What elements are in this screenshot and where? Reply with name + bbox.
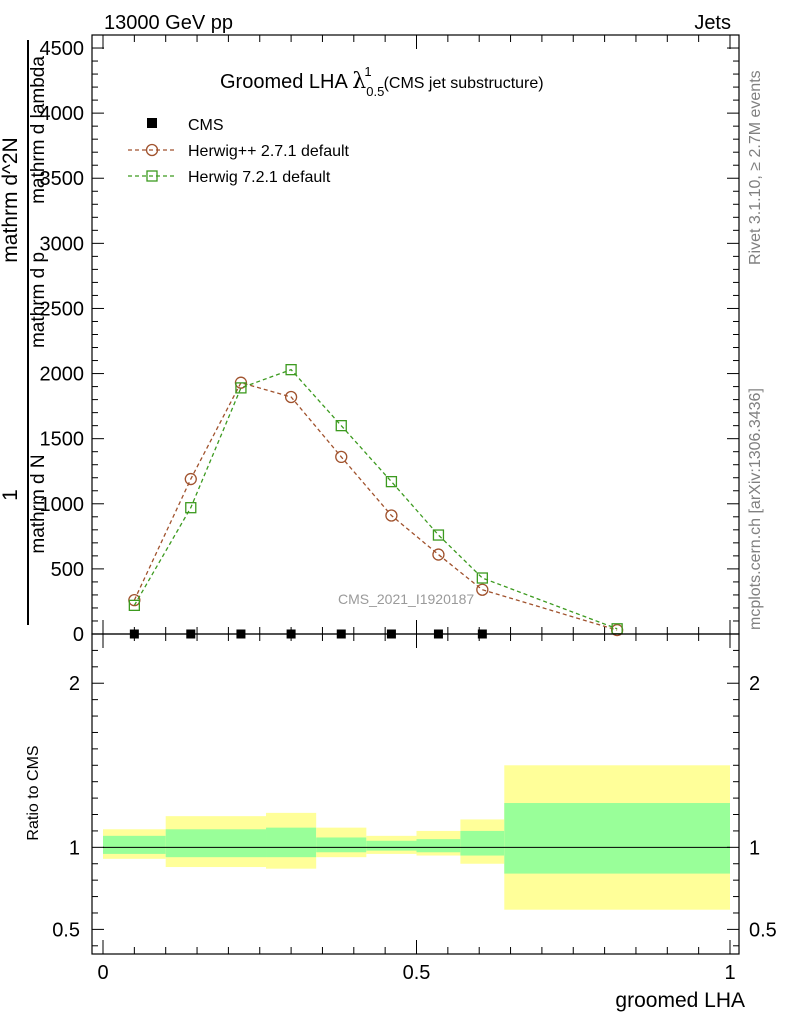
legend-label-herwigpp: Herwig++ 2.7.1 default — [188, 143, 350, 160]
data-point — [128, 599, 141, 612]
plot-title: Groomed LHA λ0.5 1 (CMS jet substructure) — [220, 64, 544, 99]
legend-label-cms: CMS — [188, 117, 224, 134]
main-ytick-label: 1500 — [40, 429, 85, 451]
ratio-ytick-label-right: 2 — [749, 673, 760, 695]
data-point — [432, 548, 445, 561]
rivet-version-label: Rivet 3.1.10, ≥ 2.7M events — [747, 70, 764, 265]
ratio-axis-ticks: 0.5 0.5 1 1 2 2 0 0.5 1 — [52, 634, 777, 984]
legend-entry-herwig7: Herwig 7.2.1 default — [128, 169, 331, 186]
series-herwig7 — [128, 364, 623, 635]
main-ytick-label: 2000 — [40, 364, 85, 386]
ratio-band-inner — [504, 803, 730, 874]
ratio-band-inner — [165, 829, 267, 858]
legend-entry-herwigpp: Herwig++ 2.7.1 default — [128, 143, 350, 160]
ylabel-d2n: mathrm d^2N — [0, 137, 22, 262]
header-category-label: Jets — [694, 12, 731, 34]
xtick-label: 1 — [724, 962, 735, 984]
ratio-ytick-label: 2 — [69, 673, 80, 695]
ratio-band-inner — [316, 837, 367, 853]
mcplots-label: mcplots.cern.ch [arXiv:1306.3436] — [747, 388, 764, 630]
xtick-label: 0 — [97, 962, 108, 984]
data-point — [335, 450, 348, 464]
ratio-band-inner — [103, 835, 166, 854]
legend-marker-cms — [147, 118, 157, 128]
main-ytick-label: 1000 — [40, 494, 85, 516]
main-ytick-label: 0 — [73, 624, 84, 646]
data-point — [432, 529, 445, 541]
title-superscript: 1 — [364, 64, 371, 79]
ratio-ytick-label: 0.5 — [52, 919, 80, 941]
ylabel-numerator-one: 1 — [0, 489, 22, 501]
ratio-band-inner — [416, 839, 461, 853]
ratio-plot-frame — [91, 633, 740, 955]
xtick-label: 0.5 — [403, 962, 431, 984]
legend-label-herwig7: Herwig 7.2.1 default — [188, 169, 331, 186]
ylabel-dp: mathrm d p — [28, 252, 49, 348]
main-ytick-label: 500 — [51, 559, 84, 581]
title-subscript: 0.5 — [366, 84, 384, 99]
series-line — [133, 368, 618, 630]
series-line — [133, 381, 618, 631]
ratio-bands-layer — [103, 765, 730, 910]
ratio-band-inner — [366, 840, 417, 851]
data-point — [476, 572, 488, 584]
data-point — [335, 420, 347, 432]
data-point — [385, 475, 398, 488]
title-lambda: λ — [352, 69, 366, 94]
x-axis-label: groomed LHA — [615, 989, 745, 1012]
ratio-ytick-label: 1 — [69, 837, 80, 859]
ratio-ytick-label-right: 0.5 — [749, 919, 777, 941]
main-y-axis-label: 1 mathrm d N mathrm d^2N mathrm d p math… — [0, 40, 49, 625]
ylabel-dn: mathrm d N — [28, 454, 49, 553]
data-point — [385, 509, 398, 522]
legend: CMS Herwig++ 2.7.1 default Herwig 7.2.1 … — [128, 117, 350, 186]
main-ytick-label: 4500 — [40, 38, 85, 60]
main-axis-ticks: 0 500 1000 1500 2000 2500 3000 3500 4000 4500 — [40, 34, 739, 646]
legend-marker-herwigpp — [145, 143, 159, 157]
data-point — [284, 390, 298, 404]
ratio-band-inner — [266, 827, 317, 858]
data-point — [235, 382, 247, 394]
legend-entry-cms: CMS — [147, 117, 224, 134]
main-ytick-label: 3500 — [40, 168, 85, 190]
ylabel-dlambda: mathrm d lambda — [28, 56, 49, 204]
analysis-watermark: CMS_2021_I1920187 — [338, 591, 474, 607]
main-ytick-label: 4000 — [40, 103, 85, 125]
ratio-y-axis-label: Ratio to CMS — [25, 745, 42, 840]
data-point — [285, 364, 297, 376]
ratio-band-inner — [460, 830, 505, 856]
header-energy-label: 13000 GeV pp — [104, 12, 233, 34]
data-point — [476, 583, 489, 596]
data-point — [185, 502, 197, 514]
main-ytick-label: 2500 — [40, 298, 85, 320]
data-point — [184, 472, 197, 486]
title-note: (CMS jet substructure) — [384, 75, 544, 92]
main-ytick-label: 3000 — [40, 233, 85, 255]
ratio-ytick-label-right: 1 — [749, 837, 760, 859]
legend-marker-herwig7 — [146, 170, 158, 182]
title-main: Groomed LHA — [220, 71, 352, 93]
